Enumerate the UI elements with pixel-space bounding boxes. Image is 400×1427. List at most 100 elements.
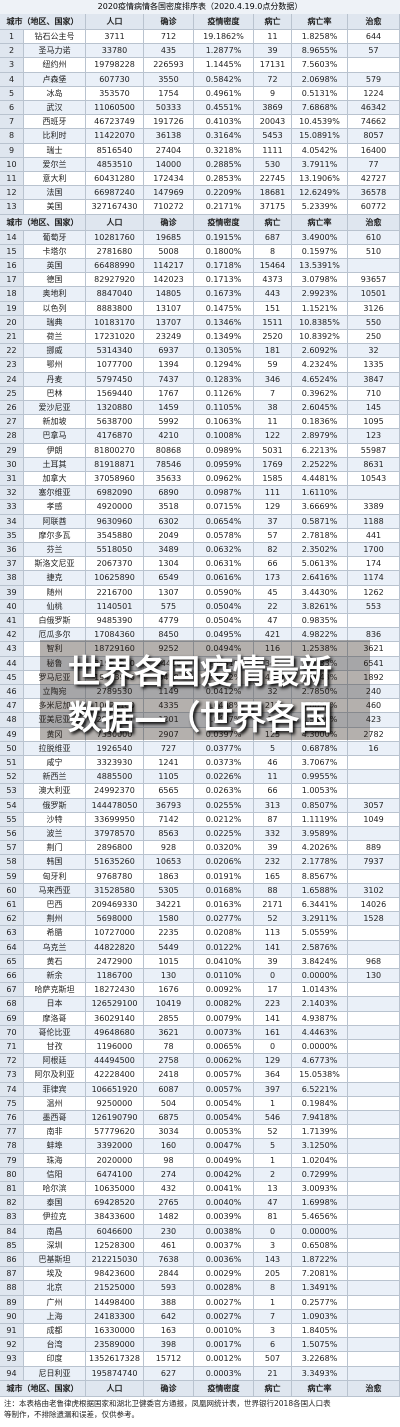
table-cell: 69 — [0, 1011, 24, 1025]
table-cell: 3057 — [348, 798, 400, 812]
table-cell: 35633 — [144, 472, 194, 486]
table-cell: 2.8979% — [292, 429, 348, 443]
table-cell: 0.0017% — [194, 1338, 254, 1352]
table-cell — [348, 486, 400, 500]
table-cell: 5 — [254, 741, 292, 755]
table-cell: 0.0494% — [194, 642, 254, 656]
table-cell: 20043 — [254, 115, 292, 129]
table-row: 38 捷克 10625890 6549 0.0616% 173 2.6416% 1174 — [0, 571, 400, 586]
table-cell: 7638 — [144, 1253, 194, 1267]
column-header: 治愈 — [348, 214, 400, 230]
table-cell: 15 — [0, 244, 24, 258]
table-cell — [348, 1267, 400, 1281]
table-cell — [348, 983, 400, 997]
table-cell: 白俄罗斯 — [24, 614, 86, 628]
table-cell: 9252 — [144, 642, 194, 656]
table-row: 83 伊拉克 38433600 1482 0.0039% 81 5.4656% — [0, 1210, 400, 1225]
table-cell: 24 — [0, 372, 24, 386]
table-row: 51 咸宁 3323930 1241 0.0373% 46 3.7067% — [0, 756, 400, 771]
table-cell: 孝感 — [24, 500, 86, 514]
table-cell: 53 — [0, 784, 24, 798]
column-header: 病亡率 — [292, 1380, 348, 1396]
table-cell: 24992370 — [86, 784, 144, 798]
table-cell: 66 — [254, 784, 292, 798]
table-cell: 428 — [254, 670, 292, 684]
table-cell: 1.1445% — [194, 58, 254, 72]
table-row: 71 甘孜 1196000 78 0.0065% 0 0.0000% — [0, 1040, 400, 1055]
table-cell: 3518 — [144, 500, 194, 514]
table-row: 87 埃及 98423600 2844 0.0029% 205 7.2081% — [0, 1267, 400, 1282]
table-cell: 47 — [254, 1196, 292, 1210]
table-cell: 0.0397% — [194, 727, 254, 741]
table-cell: 86 — [0, 1253, 24, 1267]
table-cell: 71 — [0, 1040, 24, 1054]
table-cell: 0.6508% — [292, 1238, 348, 1252]
table-cell: 0 — [254, 1224, 292, 1238]
table-cell: 4.4481% — [292, 472, 348, 486]
table-row: 27 新加坡 5638700 5992 0.1063% 11 0.1836% 1095 — [0, 415, 400, 430]
table-row: 56 波兰 37978570 8563 0.0225% 332 3.9589% — [0, 827, 400, 842]
table-cell: 甘孜 — [24, 1040, 86, 1054]
table-cell: 1926540 — [86, 741, 144, 755]
table-row: 76 墨西哥 126190790 6875 0.0054% 546 7.9418% — [0, 1111, 400, 1126]
table-cell: 0.0208% — [194, 926, 254, 940]
table-cell: 39 — [254, 841, 292, 855]
table-cell: 3489 — [144, 543, 194, 557]
column-header: 疫情密度 — [194, 14, 254, 29]
table-cell: 巴林 — [24, 386, 86, 400]
table-cell: 1105 — [144, 770, 194, 784]
table-cell — [348, 1309, 400, 1323]
table-row: 47 多米尼加 10627160 4335 0.0408% 217 5.0058% 460 — [0, 699, 400, 714]
table-cell: 18 — [0, 287, 24, 301]
table-row: 4 卢森堡 607730 3550 0.5842% 72 2.0698% 579 — [0, 72, 400, 87]
table-cell: 39 — [254, 44, 292, 58]
table-cell: 553 — [348, 599, 400, 613]
table-cell: 0.0000% — [292, 969, 348, 983]
table-cell: 40 — [0, 599, 24, 613]
table-cell: 14498400 — [86, 1295, 144, 1309]
table-cell: 72 — [0, 1054, 24, 1068]
table-row: 65 黄石 2472900 1015 0.0410% 39 3.8424% 968 — [0, 954, 400, 969]
table-row: 50 拉脱维亚 1926540 727 0.0377% 5 0.6878% 16 — [0, 741, 400, 756]
table-cell: 1201 — [144, 713, 194, 727]
table-cell: 巴西 — [24, 898, 86, 912]
table-cell: 南非 — [24, 1125, 86, 1139]
table-cell: 17231020 — [86, 330, 144, 344]
table-cell: 7330000 — [86, 727, 144, 741]
table-cell: 1 — [254, 1295, 292, 1309]
table-row: 17 德国 82927920 142023 0.1713% 4373 3.0798% 9365… — [0, 273, 400, 288]
table-cell: 78546 — [144, 457, 194, 471]
table-cell: 579 — [348, 72, 400, 86]
table-cell: 西班牙 — [24, 115, 86, 129]
table-cell: 610 — [348, 230, 400, 244]
table-cell: 2520 — [254, 330, 292, 344]
table-cell: 10653 — [144, 855, 194, 869]
table-cell: 14 — [0, 230, 24, 244]
table-cell: 64 — [0, 940, 24, 954]
table-cell: 1049 — [348, 812, 400, 826]
table-cell: 4779 — [144, 614, 194, 628]
table-cell: 51 — [0, 756, 24, 770]
table-cell: 59 — [254, 358, 292, 372]
table-cell: 24183300 — [86, 1309, 144, 1323]
table-cell: 1569440 — [86, 386, 144, 400]
table-cell: 哥伦比亚 — [24, 1025, 86, 1039]
table-cell: 3.9589% — [292, 827, 348, 841]
table-cell: 33699950 — [86, 812, 144, 826]
table-cell: 0.0040% — [194, 1196, 254, 1210]
column-header: 确诊 — [144, 14, 194, 29]
table-cell: 46 — [0, 685, 24, 699]
table-row: 67 哈萨克斯坦 18272430 1676 0.0092% 17 1.0143% — [0, 983, 400, 998]
table-cell: 2907 — [144, 727, 194, 741]
table-cell: 432 — [144, 1182, 194, 1196]
table-cell — [348, 1167, 400, 1181]
table-cell: 80 — [0, 1167, 24, 1181]
table-cell: 4.6524% — [292, 372, 348, 386]
table-cell: 87 — [0, 1267, 24, 1281]
table-cell: 0.0578% — [194, 528, 254, 542]
table-cell: 比利时 — [24, 129, 86, 143]
table-cell — [348, 1196, 400, 1210]
table-cell: 0.1126% — [194, 386, 254, 400]
header-row: 城市（地区、国家） 人口 确诊 疫情密度 病亡 病亡率 治愈 — [0, 14, 400, 30]
table-row: 64 乌克兰 44822820 5449 0.0122% 141 2.5876% — [0, 940, 400, 955]
